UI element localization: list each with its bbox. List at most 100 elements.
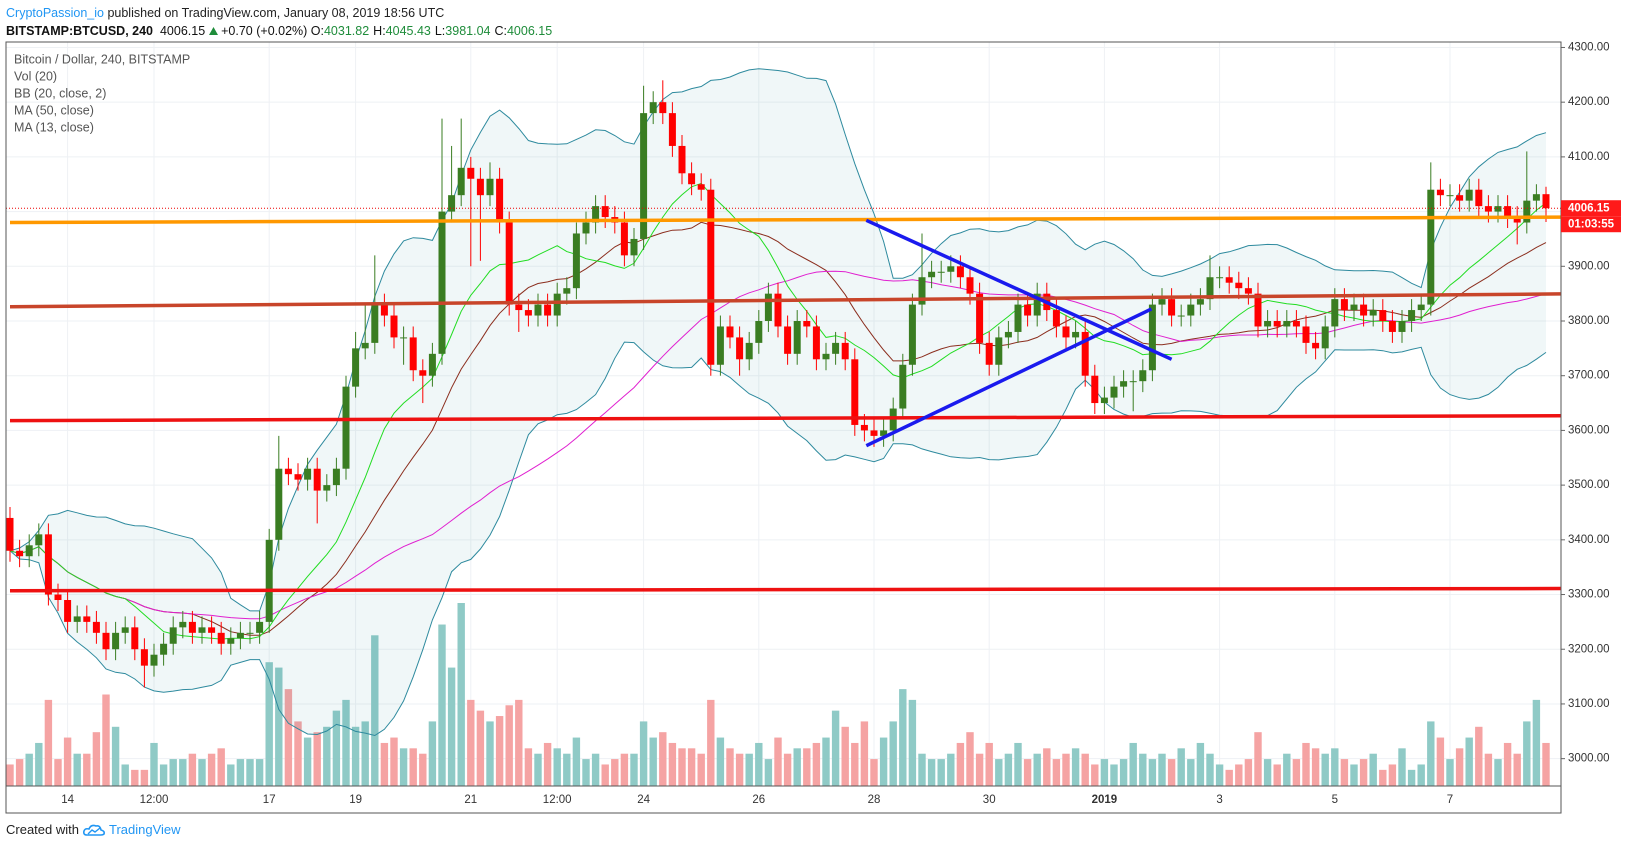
volume-bar [505,705,513,786]
candle-body [1216,277,1224,279]
y-tick-label: 4300.00 [1568,42,1610,54]
candle-body [1292,321,1300,327]
volume-bar [1542,742,1550,786]
ohlc-value: 3981.04 [445,24,491,38]
candle-body [688,173,696,185]
candle-body [457,167,465,196]
y-tick-label: 3800.00 [1568,315,1610,327]
drawings [6,207,1561,593]
candle-body [35,534,43,546]
volume-bar [678,748,686,786]
candle-body [582,222,590,234]
candle-body [390,315,398,338]
volume-bar [1283,753,1291,786]
volume-bar [812,742,821,786]
candle-body [774,293,782,327]
candle-body [937,271,945,273]
volume-bar [342,699,350,786]
candle-body [736,337,744,360]
trend-line [9,586,1561,593]
volume-bar [620,753,629,786]
candle-body [1024,304,1032,316]
volume-bar [399,748,408,786]
candle-body [342,386,350,469]
candle-body [265,539,273,622]
candle-body [956,266,964,278]
volume-bar [591,753,600,786]
volume-bar [1369,753,1377,786]
candle-body [73,616,81,622]
candle-body [1523,200,1531,223]
volume-bar [54,759,62,786]
volume-bar [131,769,139,786]
volume-bar [207,753,216,786]
candle-body [1196,299,1204,305]
axes: 3000.00 3100.00 3200.00 3300.00 3400.00 3500.… [5,41,1621,814]
x-tick-label: 17 [263,794,276,806]
volume-bar [438,624,446,786]
candle-body [380,304,388,316]
bb-fill [10,68,1546,736]
footer-brand[interactable]: TradingView [108,822,181,837]
volume-bar [1417,764,1425,786]
publisher[interactable]: CryptoPassion_io [6,6,104,20]
volume-bar [1014,742,1022,786]
volume-bar [908,699,917,786]
candle-body [1360,304,1368,316]
candle-body [1504,206,1512,218]
candle-body [812,326,820,360]
volume-bar [553,748,561,786]
volume-bar [102,694,110,786]
candle-body [476,178,484,196]
candle-body [256,621,264,633]
candle-body [419,370,427,376]
volume-bar [1446,759,1454,786]
volume-bar [73,753,81,786]
x-tick-label: 7 [1447,794,1453,806]
volume-bar [92,732,101,786]
volume-bar [764,759,773,786]
candle-body [716,326,724,365]
volume-bar [735,753,744,786]
volume-bar [534,753,542,786]
footer: Created with TradingView [6,822,181,837]
y-tick-label: 4100.00 [1568,151,1610,163]
candle-body [83,616,91,622]
volume-bar [351,726,360,786]
price-label-box [1561,200,1621,217]
countdown: 01:03:55 [1568,218,1615,230]
volume-bar [543,742,552,786]
header: CryptoPassion_io published on TradingVie… [6,4,556,40]
volume-bar [1273,764,1281,786]
volume-bar [956,742,965,786]
volume-bar [265,662,273,786]
candle-body [246,632,254,634]
candle-body [1388,321,1396,332]
candle-body [131,627,139,650]
candle-body [275,468,283,540]
volume-bar [35,742,43,786]
volume-bar [1244,759,1253,786]
candle-body [697,184,705,190]
candle-body [880,430,888,436]
candle-body [947,266,955,272]
volume-bar [630,753,638,786]
volume-bar [870,759,878,786]
volume-bar [851,742,859,786]
candle-body [1014,304,1022,332]
candle-body [1350,304,1358,311]
volume-bar [1513,753,1521,786]
volume-bar [1071,748,1080,786]
volume-bar [1398,748,1406,786]
volume-bar [236,759,245,786]
volume-bar [188,753,197,786]
trend-line [9,292,1561,309]
volume-bar [831,710,840,786]
candle-body [745,342,753,360]
volume-bar [1023,759,1032,786]
volume-bar [1062,753,1070,786]
volume-bar [659,732,667,786]
ohlc-value: 4031.82 [323,24,370,38]
volume-bar [803,748,811,786]
candle-body [294,474,302,480]
